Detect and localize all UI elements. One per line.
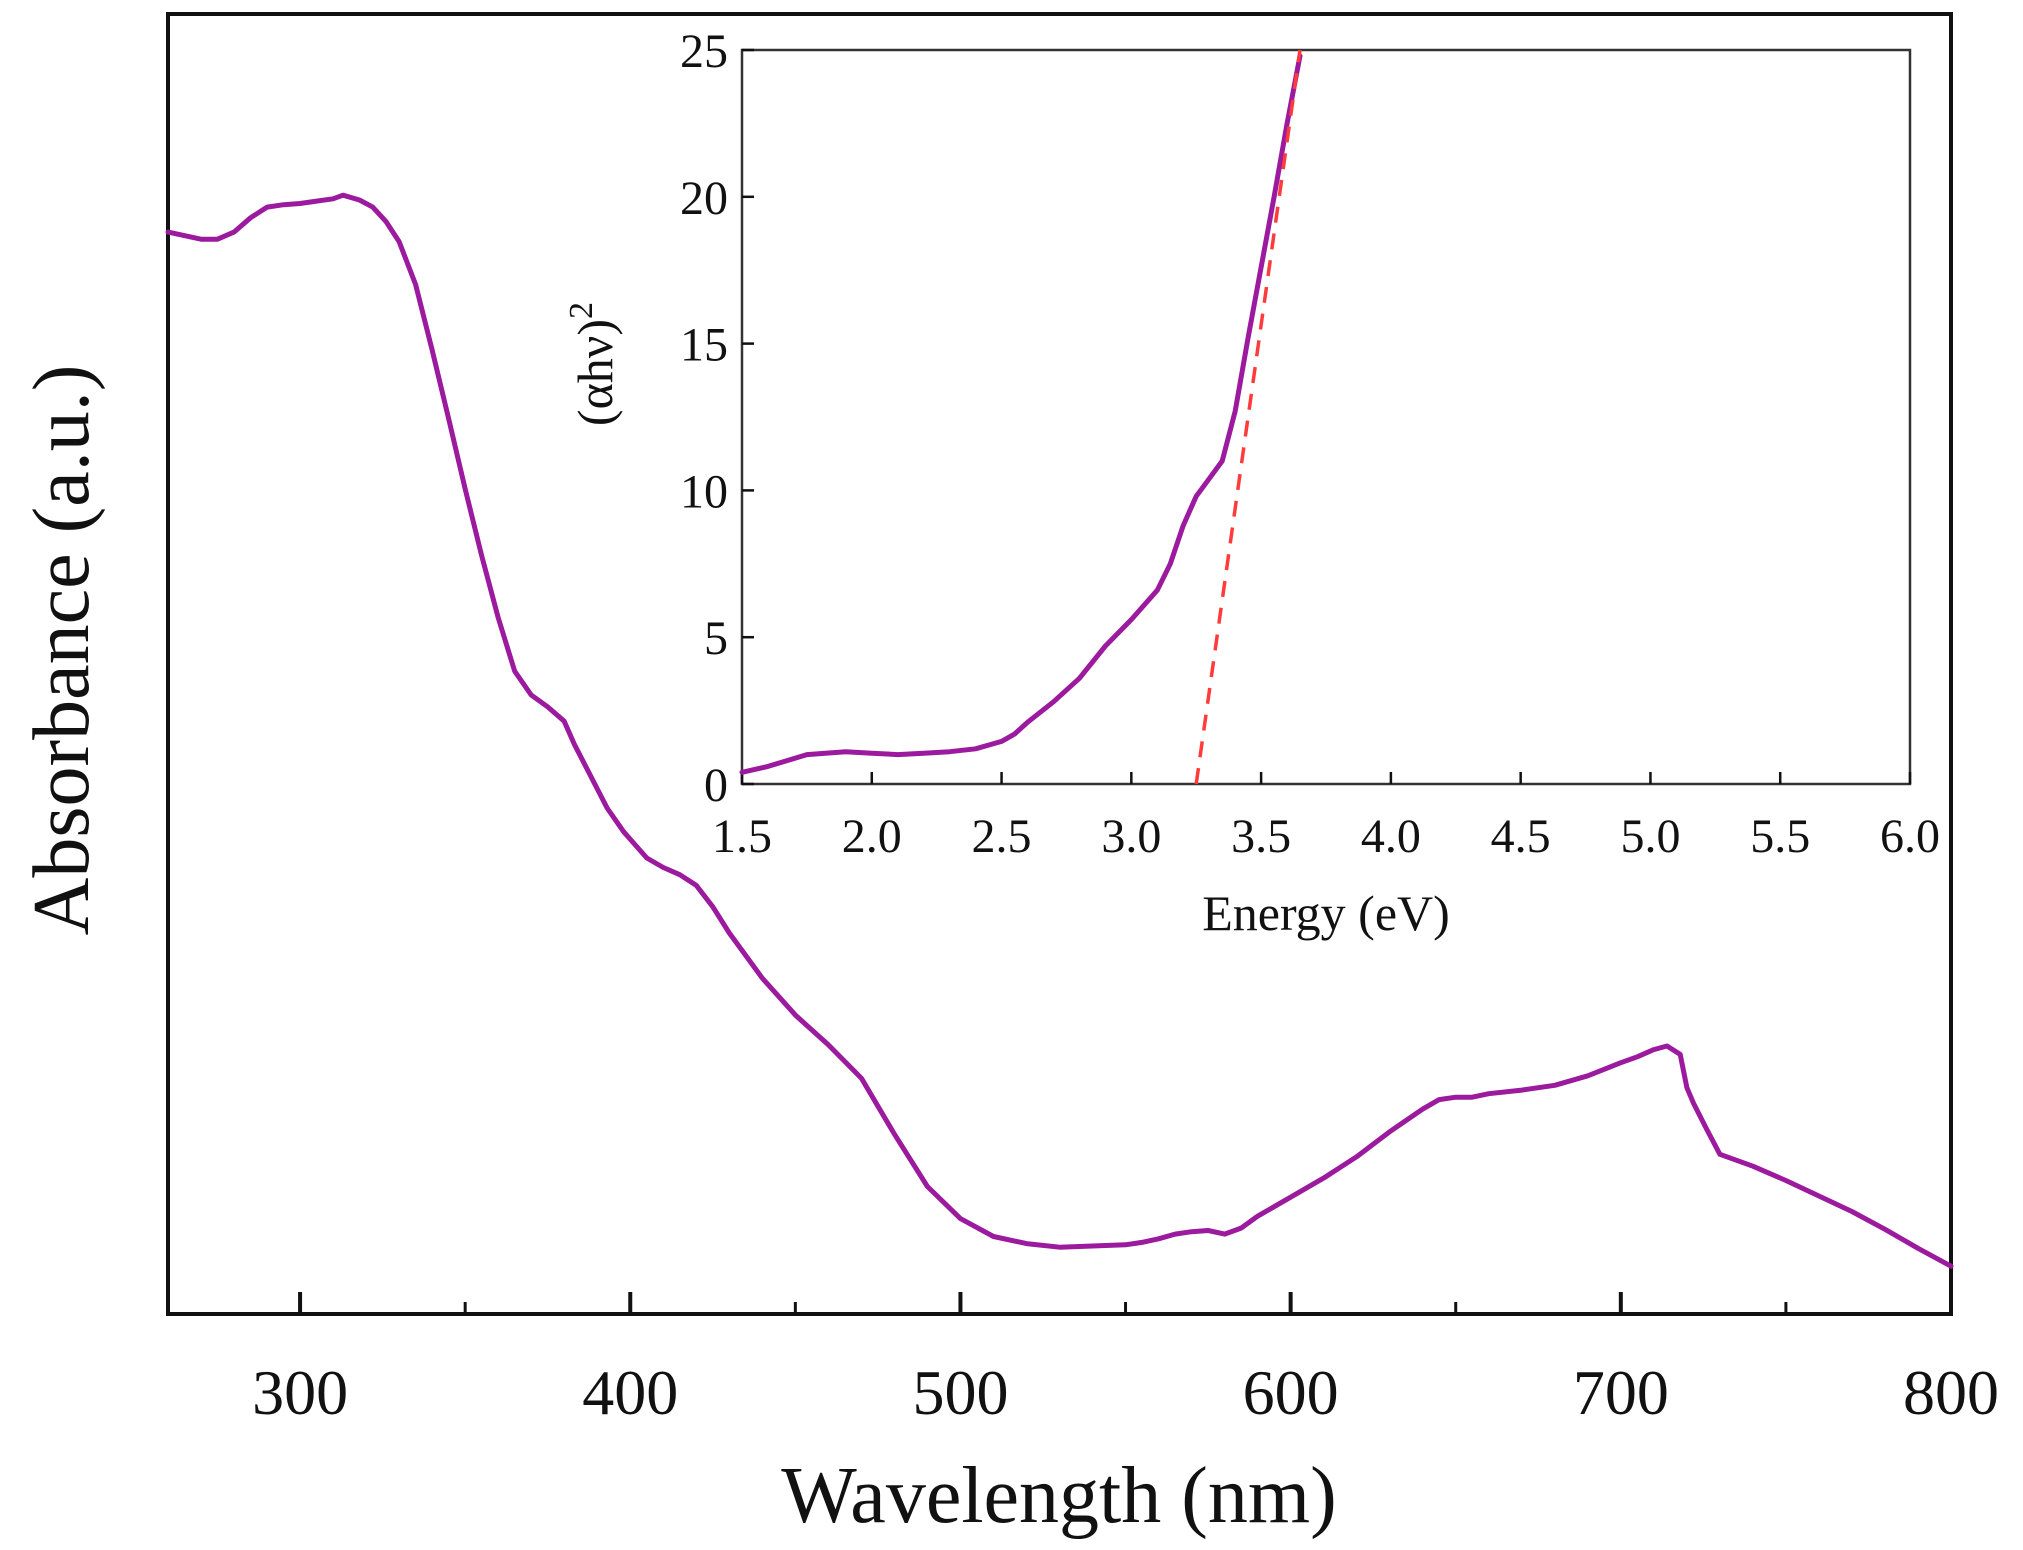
inset-y-axis-label: (αhν)2 (563, 302, 623, 426)
inset-ticks (740, 48, 1912, 786)
inset-y-tick-label: 5 (704, 612, 728, 665)
main-y-axis-label: Absorbance (a.u.) (18, 365, 106, 936)
inset-x-tick-label: 2.0 (842, 810, 902, 863)
main-chart: 300 400 500 600 700 800 Wavelength (nm) Absor… (18, 12, 1999, 1540)
main-x-axis-label: Wavelength (nm) (781, 1452, 1337, 1540)
inset-x-tick-label: 4.0 (1361, 810, 1421, 863)
inset-background (742, 50, 1910, 784)
inset-x-tick-label: 3.0 (1101, 810, 1161, 863)
main-x-tick-label: 500 (912, 1357, 1008, 1428)
main-x-tick-label: 800 (1903, 1357, 1999, 1428)
main-x-tick-label: 400 (582, 1357, 678, 1428)
inset-y-tick-labels: 0 5 10 15 20 25 (680, 25, 728, 812)
inset-y-tick-label: 15 (680, 319, 728, 372)
inset-y-axis-label-base: (αhν) (567, 319, 623, 426)
main-plot-frame (166, 12, 1953, 1316)
inset-y-tick-label: 0 (704, 759, 728, 812)
inset-plot-frame (740, 48, 1912, 786)
main-x-tick-label: 700 (1573, 1357, 1669, 1428)
main-absorbance-curve (165, 192, 1954, 1269)
inset-tauc-curve (739, 53, 1303, 775)
inset-y-tick-label: 20 (680, 172, 728, 225)
inset-chart: 1.5 2.0 2.5 3.0 3.5 4.0 4.5 5.0 5.5 6.0 0 5 10 15 20 2… (563, 25, 1940, 941)
main-x-tick-labels: 300 400 500 600 700 800 (252, 1357, 1999, 1428)
inset-x-tick-label: 5.5 (1750, 810, 1810, 863)
inset-y-tick-label: 25 (680, 25, 728, 78)
inset-x-tick-label: 5.0 (1620, 810, 1680, 863)
main-x-tick-label: 600 (1243, 1357, 1339, 1428)
inset-x-tick-label: 2.5 (972, 810, 1032, 863)
inset-y-tick-label: 10 (680, 465, 728, 518)
inset-x-tick-labels: 1.5 2.0 2.5 3.0 3.5 4.0 4.5 5.0 5.5 6.0 (712, 810, 1940, 863)
main-x-ticks (298, 1292, 1953, 1314)
inset-x-tick-label: 1.5 (712, 810, 772, 863)
inset-x-tick-label: 3.5 (1231, 810, 1291, 863)
inset-linear-fit-line (1194, 49, 1302, 785)
main-x-tick-label: 300 (252, 1357, 348, 1428)
inset-x-tick-label: 6.0 (1880, 810, 1940, 863)
inset-y-axis-label-exponent: 2 (563, 302, 600, 319)
inset-x-tick-label: 4.5 (1491, 810, 1551, 863)
inset-x-axis-label: Energy (eV) (1202, 885, 1450, 941)
